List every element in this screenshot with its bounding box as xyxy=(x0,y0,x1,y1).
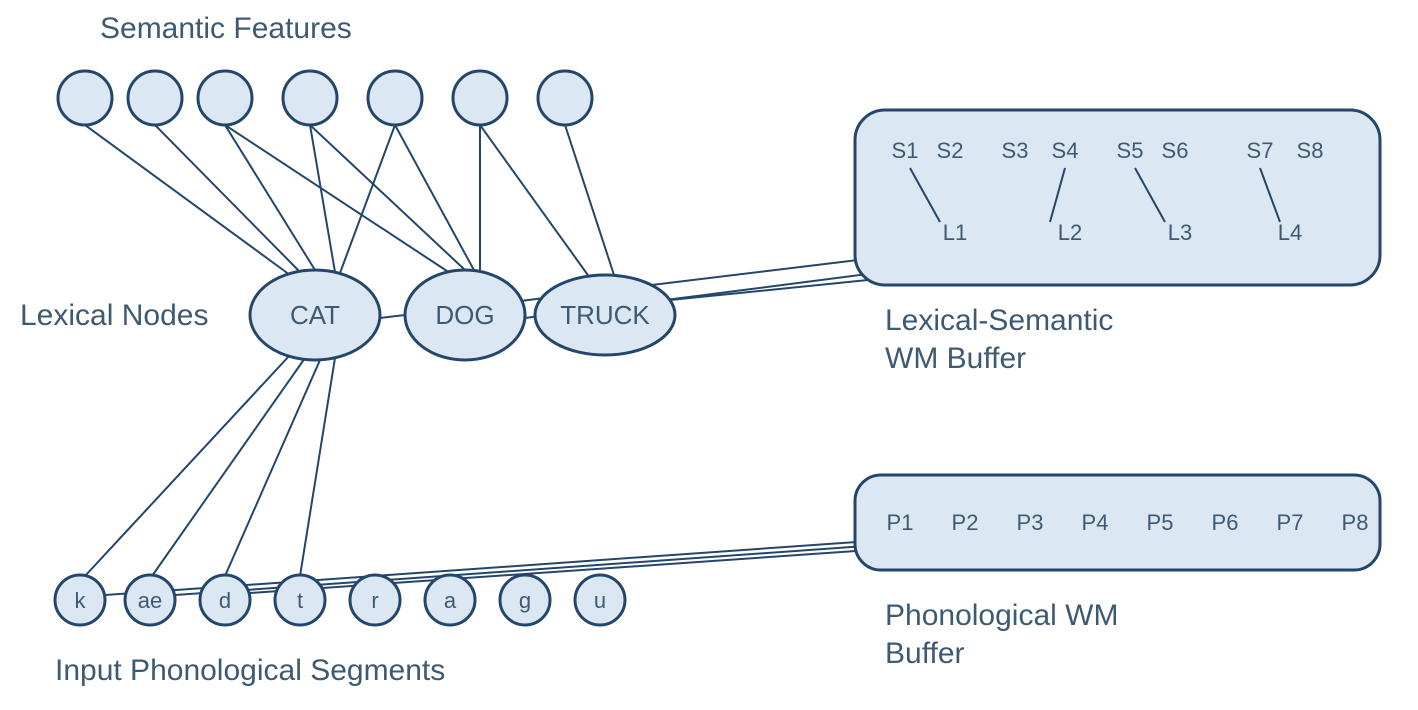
buffer-s-label-1: S1 xyxy=(892,138,919,163)
buffer-p-label-1: P1 xyxy=(887,510,914,535)
semantic-feature-node-5 xyxy=(368,71,422,125)
title-input-phon: Input Phonological Segments xyxy=(55,654,445,687)
edge-lexical-phon-1 xyxy=(152,358,305,576)
lexical-semantic-buffer-box xyxy=(855,110,1380,285)
title-lexical-buffer-1: Lexical-Semantic xyxy=(885,304,1113,337)
buffer-s-label-5: S5 xyxy=(1117,138,1144,163)
semantic-feature-node-6 xyxy=(453,71,507,125)
edge-semantic-lexical-4 xyxy=(310,125,335,272)
lexical-node-label-cat: CAT xyxy=(290,300,340,330)
buffer-l-label-1: L1 xyxy=(943,220,967,245)
phon-segment-label-d: d xyxy=(219,588,231,613)
buffer-p-label-2: P2 xyxy=(952,510,979,535)
buffer-p-label-3: P3 xyxy=(1017,510,1044,535)
buffer-l-label-2: L2 xyxy=(1058,220,1082,245)
phon-segment-label-k: k xyxy=(75,588,87,613)
buffer-s-label-4: S4 xyxy=(1052,138,1079,163)
semantic-feature-node-1 xyxy=(58,71,112,125)
phon-segment-label-t: t xyxy=(297,588,303,613)
title-lexical-buffer-2: WM Buffer xyxy=(885,342,1026,375)
semantic-feature-node-2 xyxy=(128,71,182,125)
buffer-s-label-6: S6 xyxy=(1162,138,1189,163)
semantic-feature-node-4 xyxy=(283,71,337,125)
buffer-l-label-3: L3 xyxy=(1168,220,1192,245)
phon-segment-label-a: a xyxy=(444,588,457,613)
buffer-s-label-7: S7 xyxy=(1247,138,1274,163)
semantic-feature-node-7 xyxy=(538,71,592,125)
buffer-l-label-4: L4 xyxy=(1278,220,1302,245)
title-semantic-features: Semantic Features xyxy=(100,12,352,45)
edge-semantic-lexical-6 xyxy=(340,125,395,273)
buffer-s-label-2: S2 xyxy=(937,138,964,163)
title-lexical-nodes: Lexical Nodes xyxy=(20,299,208,332)
phon-segment-label-r: r xyxy=(371,588,378,613)
buffer-s-label-8: S8 xyxy=(1297,138,1324,163)
buffer-p-label-7: P7 xyxy=(1277,510,1304,535)
edge-semantic-lexical-1 xyxy=(155,125,300,272)
phon-segment-label-ae: ae xyxy=(138,588,162,613)
edge-semantic-lexical-7 xyxy=(395,125,475,272)
phon-segment-label-g: g xyxy=(519,588,531,613)
title-phon-buffer-1: Phonological WM xyxy=(885,599,1118,632)
title-phon-buffer-2: Buffer xyxy=(885,637,965,670)
buffer-p-label-4: P4 xyxy=(1082,510,1109,535)
edge-lexical-phon-0 xyxy=(85,355,290,576)
edge-semantic-lexical-3 xyxy=(225,125,450,273)
semantic-feature-node-3 xyxy=(198,71,252,125)
lexical-node-label-truck: TRUCK xyxy=(560,300,650,330)
buffer-p-label-8: P8 xyxy=(1342,510,1369,535)
buffer-p-label-5: P5 xyxy=(1147,510,1174,535)
edge-semantic-lexical-2 xyxy=(225,125,315,270)
diagram-canvas: S1 S2 S3 S4 S5 S6 S7 S8 L1 L2 L3 L4 P1 P2 P3 P4 P5 P6 P7 P8… xyxy=(0,0,1418,710)
phon-segment-label-u: u xyxy=(594,588,606,613)
lexical-node-label-dog: DOG xyxy=(435,300,494,330)
buffer-s-label-3: S3 xyxy=(1002,138,1029,163)
buffer-p-label-6: P6 xyxy=(1212,510,1239,535)
edge-lexical-phon-3 xyxy=(300,358,335,576)
